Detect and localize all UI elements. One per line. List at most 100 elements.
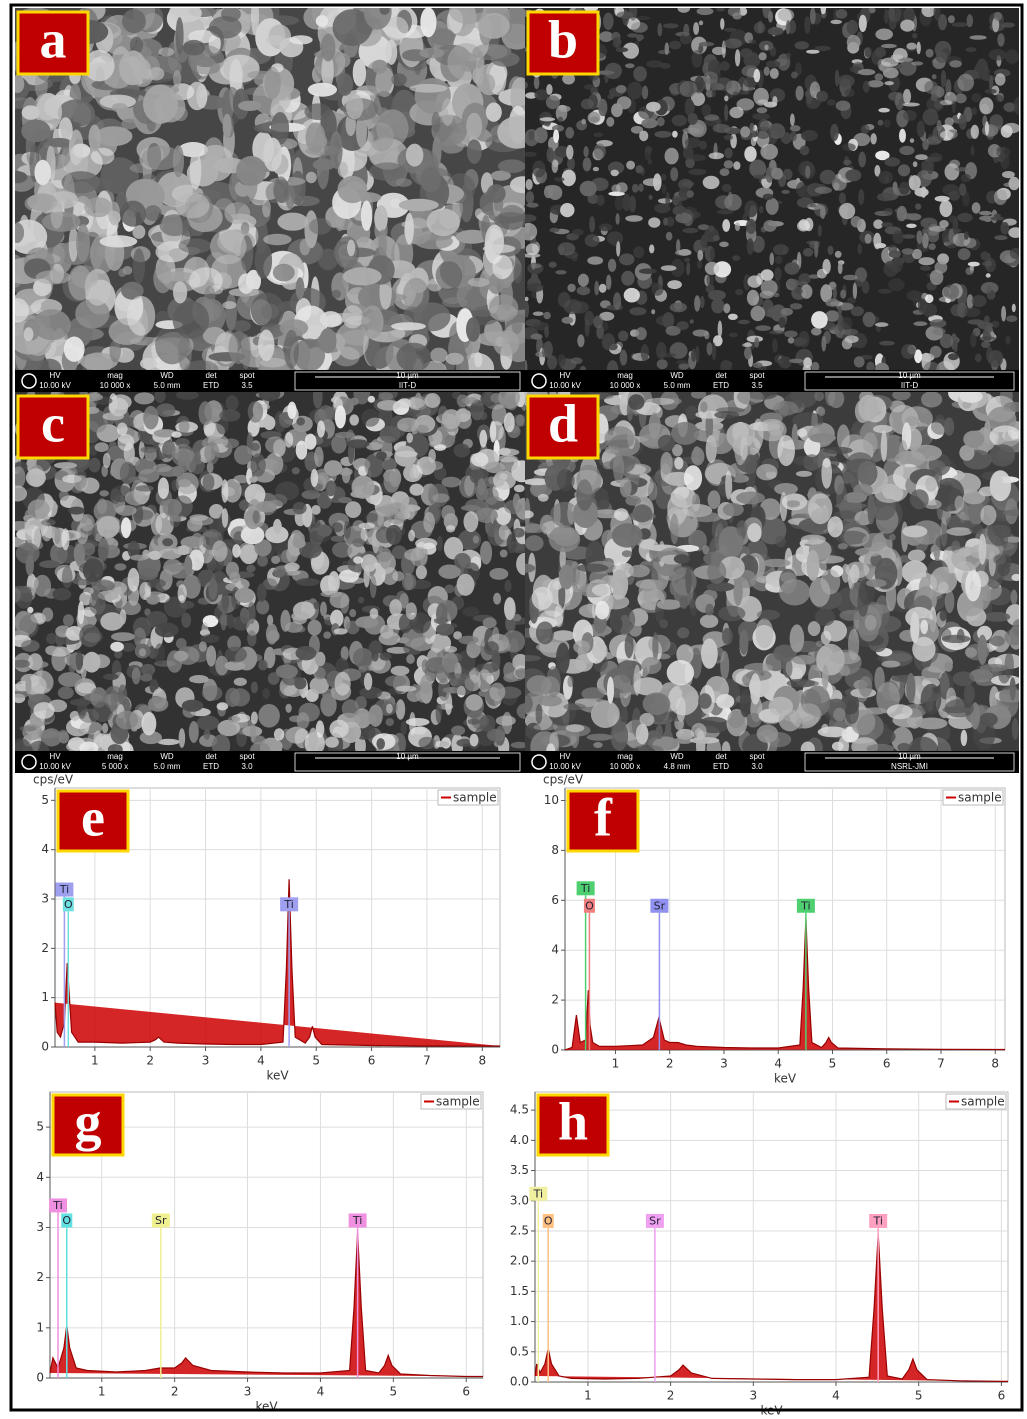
particle xyxy=(980,251,988,260)
x-tick-label: 1 xyxy=(98,1385,106,1399)
particle xyxy=(100,612,124,630)
particle xyxy=(964,231,969,239)
particle xyxy=(915,154,928,160)
particle xyxy=(752,113,770,120)
particle xyxy=(257,555,268,567)
element-label: O xyxy=(64,898,73,911)
panel-label: e xyxy=(81,787,105,847)
particle xyxy=(234,445,252,464)
particle xyxy=(347,240,355,257)
particle xyxy=(51,648,66,672)
particle xyxy=(524,297,528,302)
particle xyxy=(284,330,299,369)
particle xyxy=(21,119,50,142)
particle xyxy=(564,703,586,710)
particle xyxy=(636,34,644,40)
particle xyxy=(403,307,423,322)
particle xyxy=(46,633,57,644)
particle xyxy=(370,608,379,619)
particle xyxy=(778,356,791,368)
y-tick-label: 0 xyxy=(36,1371,44,1385)
x-tick-label: 5 xyxy=(915,1389,923,1403)
y-tick-label: 8 xyxy=(551,843,559,857)
particle xyxy=(667,280,682,289)
particle xyxy=(945,163,960,180)
particle xyxy=(710,247,715,261)
particle xyxy=(79,624,100,647)
particle xyxy=(420,7,436,37)
particle xyxy=(702,545,709,554)
particle xyxy=(836,483,847,511)
particle xyxy=(556,643,570,674)
particle xyxy=(441,505,455,521)
particle xyxy=(692,512,722,522)
particle xyxy=(708,433,733,454)
particle xyxy=(264,67,280,100)
particle xyxy=(486,103,502,122)
y-tick-label: 5 xyxy=(36,1120,44,1134)
particle xyxy=(803,248,813,257)
info-header: spot xyxy=(239,371,255,380)
particle xyxy=(670,303,687,313)
particle xyxy=(951,304,965,316)
particle xyxy=(628,394,644,410)
particle xyxy=(384,470,400,492)
y-tick-label: 3.0 xyxy=(510,1193,529,1207)
particle xyxy=(740,48,753,58)
particle xyxy=(930,567,957,594)
particle xyxy=(132,667,141,684)
info-value: 10.00 kV xyxy=(39,762,71,771)
particle xyxy=(899,129,906,143)
particle xyxy=(965,647,977,657)
particle xyxy=(558,117,563,123)
particle xyxy=(746,219,756,234)
particle xyxy=(940,131,953,139)
particle xyxy=(335,432,356,438)
particle xyxy=(457,395,469,408)
particle xyxy=(830,124,839,141)
particle xyxy=(178,584,187,603)
particle xyxy=(607,677,614,704)
particle xyxy=(689,169,707,176)
particle xyxy=(401,721,407,735)
particle xyxy=(867,494,875,525)
particle xyxy=(797,428,807,437)
particle xyxy=(712,343,716,361)
particle xyxy=(999,686,1021,706)
particle xyxy=(935,196,950,202)
particle xyxy=(498,455,518,462)
particle xyxy=(410,484,424,496)
particle xyxy=(959,183,967,196)
particle xyxy=(491,650,500,671)
particle xyxy=(258,704,280,728)
particle xyxy=(179,238,212,253)
particle xyxy=(346,94,363,119)
particle xyxy=(920,266,931,271)
particle xyxy=(847,35,861,50)
particle xyxy=(291,612,309,621)
particle xyxy=(898,164,910,176)
particle xyxy=(343,267,382,285)
particle xyxy=(639,579,658,604)
particle xyxy=(841,317,853,330)
particle xyxy=(593,316,603,329)
particle xyxy=(783,248,787,255)
particle xyxy=(799,219,809,230)
particle xyxy=(442,297,468,307)
particle xyxy=(538,494,549,502)
particle xyxy=(499,448,511,456)
particle xyxy=(308,620,322,636)
particle xyxy=(99,490,109,496)
particle xyxy=(979,336,996,340)
particle xyxy=(557,469,575,491)
particle xyxy=(287,402,296,419)
particle xyxy=(680,81,698,97)
element-label: Sr xyxy=(649,1214,661,1227)
particle xyxy=(273,264,295,282)
particle xyxy=(884,157,900,166)
particle xyxy=(809,433,836,443)
particle xyxy=(847,297,856,304)
particle xyxy=(445,646,457,653)
particle xyxy=(358,597,364,604)
particle xyxy=(296,298,312,322)
